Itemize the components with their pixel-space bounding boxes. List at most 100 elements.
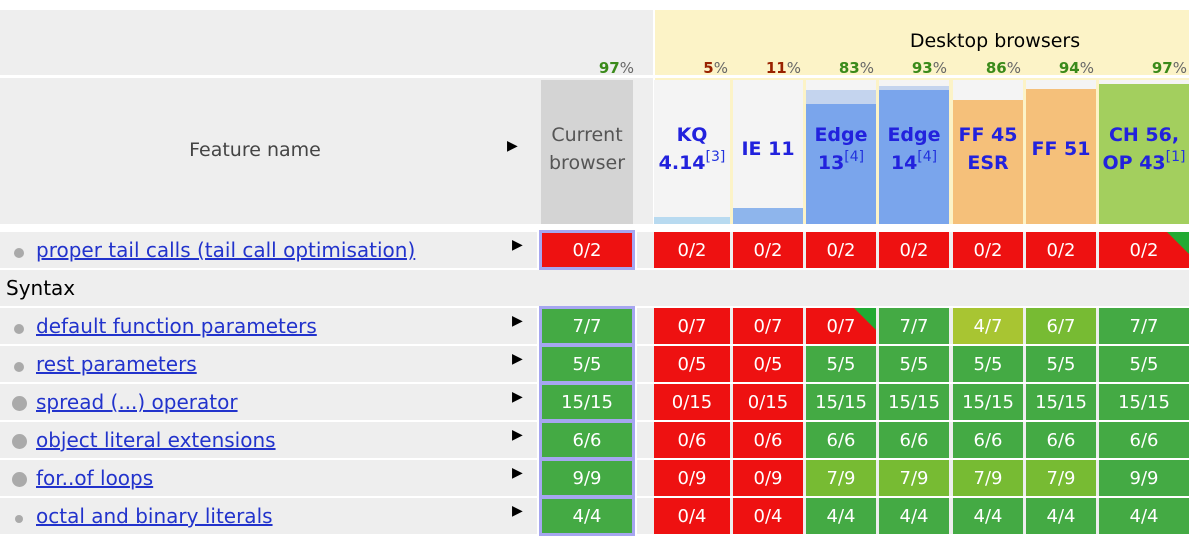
result-cell-edge13[interactable]: 7/9 — [806, 460, 876, 496]
result-cell-edge14[interactable]: 15/15 — [879, 384, 949, 420]
expand-row-icon[interactable]: ▶ — [512, 351, 523, 367]
percent-sign: % — [1172, 59, 1187, 77]
result-cell-edge14[interactable]: 7/9 — [879, 460, 949, 496]
result-cell-ie11[interactable]: 0/2 — [733, 232, 803, 268]
result-cell-ch56[interactable]: 5/5 — [1099, 346, 1189, 382]
result-cell-kq[interactable]: 0/5 — [654, 346, 730, 382]
result-cell-edge14[interactable]: 0/2 — [879, 232, 949, 268]
result-cell-ch56[interactable]: 7/7 — [1099, 308, 1189, 344]
feature-link[interactable]: proper tail calls (tail call optimisatio… — [36, 238, 416, 262]
result-cell-edge13[interactable]: 6/6 — [806, 422, 876, 458]
result-cell-ch56[interactable]: 4/4 — [1099, 498, 1189, 534]
result-cell-ff51[interactable]: 4/4 — [1026, 498, 1096, 534]
expand-row-icon[interactable]: ▶ — [512, 427, 523, 443]
current-browser-cell[interactable]: 9/9 — [539, 458, 635, 498]
result-cell-kq[interactable]: 0/9 — [654, 460, 730, 496]
result-cell-ff45[interactable]: 5/5 — [953, 346, 1023, 382]
footnote-link[interactable]: [4] — [844, 149, 865, 165]
footnote-link[interactable]: [4] — [917, 149, 938, 165]
feature-name: rest parameters — [36, 346, 197, 382]
result-cell-ff45[interactable]: 6/6 — [953, 422, 1023, 458]
expand-row-icon[interactable]: ▶ — [512, 389, 523, 405]
result-cell-kq[interactable]: 0/7 — [654, 308, 730, 344]
result-cell-ff45[interactable]: 4/7 — [953, 308, 1023, 344]
expand-all-icon[interactable]: ▶ — [507, 138, 518, 154]
support-bar-ff51 — [1026, 89, 1096, 224]
column-label-ff45[interactable]: FF 45 ESR — [953, 120, 1023, 180]
result-cell-ff51[interactable]: 0/2 — [1026, 232, 1096, 268]
current-browser-cell[interactable]: 0/2 — [539, 230, 635, 270]
column-label-edge14[interactable]: Edge 14[4] — [879, 120, 949, 180]
column-header-ie11[interactable] — [733, 80, 803, 224]
footnote-link[interactable]: [3] — [705, 149, 726, 165]
expand-row-icon[interactable]: ▶ — [512, 237, 523, 253]
result-cell-edge13[interactable]: 15/15 — [806, 384, 876, 420]
support-bar-kq — [654, 217, 730, 224]
column-label-line2: OP 43 — [1102, 152, 1166, 174]
result-cell-ff51[interactable]: 5/5 — [1026, 346, 1096, 382]
column-label-kq[interactable]: KQ 4.14[3] — [654, 120, 730, 180]
bullet-icon — [11, 471, 27, 487]
result-cell-ff51[interactable]: 6/6 — [1026, 422, 1096, 458]
result-cell-kq[interactable]: 0/2 — [654, 232, 730, 268]
result-cell-ie11[interactable]: 0/6 — [733, 422, 803, 458]
result-cell-ch56[interactable]: 15/15 — [1099, 384, 1189, 420]
result-cell-ff45[interactable]: 7/9 — [953, 460, 1023, 496]
result-cell-edge14[interactable]: 7/7 — [879, 308, 949, 344]
column-header-kq[interactable] — [654, 80, 730, 224]
result-cell-edge14[interactable]: 6/6 — [879, 422, 949, 458]
column-pct-value: 94 — [1058, 59, 1080, 77]
result-cell-ff45[interactable]: 0/2 — [953, 232, 1023, 268]
column-label-ch56[interactable]: CH 56, OP 43[1] — [1099, 120, 1189, 180]
feature-link[interactable]: object literal extensions — [36, 428, 276, 452]
result-cell-ie11[interactable]: 0/15 — [733, 384, 803, 420]
feature-link[interactable]: spread (...) operator — [36, 390, 238, 414]
feature-link[interactable]: default function parameters — [36, 314, 317, 338]
current-browser-pct-value: 97 — [598, 59, 620, 77]
current-browser-cell[interactable]: 5/5 — [539, 344, 635, 384]
feature-name-header: Feature name — [189, 139, 321, 161]
result-cell-ff51[interactable]: 7/9 — [1026, 460, 1096, 496]
result-cell-edge13[interactable]: 4/4 — [806, 498, 876, 534]
section-label: Syntax — [6, 276, 76, 300]
feature-name: for..of loops — [36, 460, 153, 496]
feature-link[interactable]: for..of loops — [36, 466, 154, 490]
column-label-ie11[interactable]: IE 11 — [733, 120, 803, 180]
result-cell-ff45[interactable]: 15/15 — [953, 384, 1023, 420]
feature-link[interactable]: rest parameters — [36, 352, 197, 376]
result-cell-kq[interactable]: 0/15 — [654, 384, 730, 420]
column-label-line1: FF 51 — [1031, 138, 1091, 161]
result-cell-kq[interactable]: 0/4 — [654, 498, 730, 534]
expand-row-icon[interactable]: ▶ — [512, 313, 523, 329]
expand-row-icon[interactable]: ▶ — [512, 465, 523, 481]
column-pct-value: 97 — [1151, 59, 1173, 77]
column-pct-edge14: 93% — [879, 59, 947, 77]
result-cell-ie11[interactable]: 0/9 — [733, 460, 803, 496]
current-browser-cell[interactable]: 4/4 — [539, 496, 635, 536]
footnote-link[interactable]: [1] — [1165, 149, 1186, 165]
current-browser-cell[interactable]: 15/15 — [539, 382, 635, 422]
result-cell-ie11[interactable]: 0/5 — [733, 346, 803, 382]
result-cell-ch56[interactable]: 6/6 — [1099, 422, 1189, 458]
result-cell-ie11[interactable]: 0/7 — [733, 308, 803, 344]
expand-row-icon[interactable]: ▶ — [512, 503, 523, 519]
column-pct-ff45: 86% — [953, 59, 1021, 77]
support-bar-edge14 — [879, 90, 949, 224]
result-cell-edge13[interactable]: 5/5 — [806, 346, 876, 382]
result-cell-ie11[interactable]: 0/4 — [733, 498, 803, 534]
result-cell-edge14[interactable]: 4/4 — [879, 498, 949, 534]
result-cell-edge14[interactable]: 5/5 — [879, 346, 949, 382]
column-label-edge13[interactable]: Edge 13[4] — [806, 120, 876, 180]
current-browser-label-line2: browser — [548, 152, 626, 174]
result-cell-edge13[interactable]: 0/2 — [806, 232, 876, 268]
result-cell-kq[interactable]: 0/6 — [654, 422, 730, 458]
column-pct-ch56: 97% — [1099, 59, 1187, 77]
current-browser-cell[interactable]: 7/7 — [539, 306, 635, 346]
current-browser-cell[interactable]: 6/6 — [539, 420, 635, 460]
result-cell-ff51[interactable]: 6/7 — [1026, 308, 1096, 344]
result-cell-ff51[interactable]: 15/15 — [1026, 384, 1096, 420]
feature-link[interactable]: octal and binary literals — [36, 504, 273, 528]
column-label-ff51[interactable]: FF 51 — [1026, 120, 1096, 180]
result-cell-ch56[interactable]: 9/9 — [1099, 460, 1189, 496]
result-cell-ff45[interactable]: 4/4 — [953, 498, 1023, 534]
